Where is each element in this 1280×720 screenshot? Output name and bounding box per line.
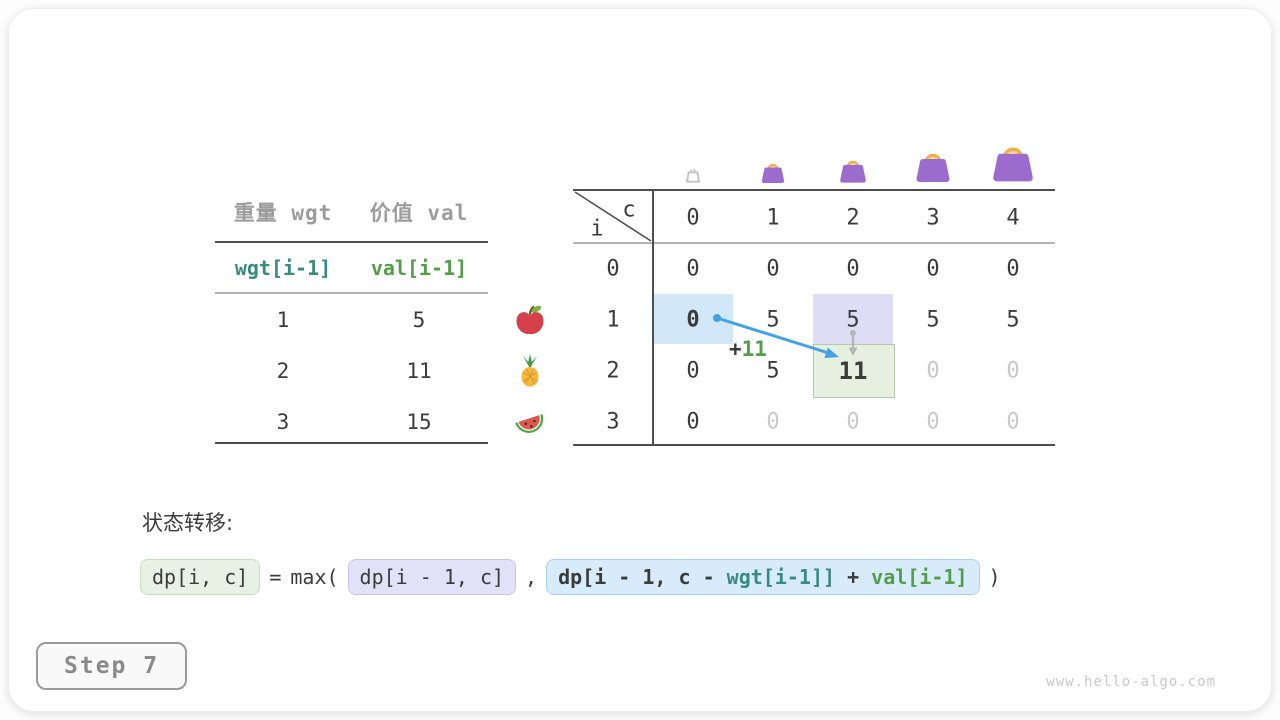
items-index-val: val[i-1] xyxy=(370,256,468,280)
transition-formula: dp[i, c] = max( dp[i - 1, c] , dp[i - 1,… xyxy=(140,559,1001,595)
dp-cell: 5 xyxy=(766,358,780,384)
formula-arg2-val: val[i-1] xyxy=(871,565,968,589)
step-badge: Step 7 xyxy=(36,642,188,690)
watermark: www.hello-algo.com xyxy=(1046,674,1216,690)
formula-max-open: max( xyxy=(290,565,339,589)
items-val-value: 11 xyxy=(406,359,432,383)
transition-label: 状态转移: xyxy=(142,511,234,535)
formula-lhs: dp[i, c] xyxy=(140,559,261,595)
formula-arg2-pre: dp[i - 1, c - xyxy=(558,565,727,589)
dp-row-header: 3 xyxy=(606,409,620,435)
dp-cell: 5 xyxy=(926,307,940,333)
pineapple-icon xyxy=(512,353,548,393)
dp-cell: 0 xyxy=(686,358,700,384)
apple-icon xyxy=(512,302,548,342)
formula-comma: , xyxy=(525,565,538,589)
dp-cell: 0 xyxy=(926,358,940,384)
dp-cell: 11 xyxy=(838,357,868,385)
formula-close-paren: ) xyxy=(988,565,1001,589)
dp-row-header: 2 xyxy=(606,358,620,384)
formula-arg2-wgt: wgt[i-1]] xyxy=(726,565,836,589)
dp-corner-row-label: i xyxy=(590,216,604,242)
dp-cell: 0 xyxy=(1006,409,1020,435)
dp-cell: 0 xyxy=(926,256,940,282)
annotation-value: 11 xyxy=(741,337,767,361)
watermelon-icon xyxy=(512,404,548,444)
dp-col-header: 0 xyxy=(686,205,700,231)
items-val-value: 15 xyxy=(406,410,432,434)
dp-col-header: 4 xyxy=(1006,205,1020,231)
dp-col-header: 3 xyxy=(926,205,940,231)
formula-arg2: dp[i - 1, c - wgt[i-1]] + val[i-1] xyxy=(546,559,980,595)
dp-cell: 0 xyxy=(766,256,780,282)
bag-icon xyxy=(838,154,869,189)
dp-corner-col-label: c xyxy=(622,197,636,223)
items-wgt-value: 3 xyxy=(276,410,290,434)
dp-cell: 0 xyxy=(1006,256,1020,282)
formula-equals: = xyxy=(269,565,282,589)
bag-empty-icon xyxy=(682,163,704,189)
items-col-header-value: 价值 val xyxy=(369,201,469,225)
dp-col-header: 2 xyxy=(846,205,860,231)
formula-arg1: dp[i - 1, c] xyxy=(347,559,517,595)
dp-row-header: 1 xyxy=(606,307,620,333)
dp-cell: 0 xyxy=(766,409,780,435)
dp-cell: 0 xyxy=(686,256,700,282)
items-wgt-value: 1 xyxy=(276,308,290,332)
dp-cell: 0 xyxy=(686,409,700,435)
formula-arg2-plus: + xyxy=(835,565,872,589)
dp-cell: 0 xyxy=(1006,358,1020,384)
items-index-wgt: wgt[i-1] xyxy=(234,256,332,280)
dp-cell: 0 xyxy=(846,409,860,435)
items-val-value: 5 xyxy=(412,308,426,332)
dp-cell: 5 xyxy=(766,307,780,333)
dp-row-header: 0 xyxy=(606,256,620,282)
dp-cell: 5 xyxy=(1006,307,1020,333)
dp-cell: 0 xyxy=(926,409,940,435)
dp-cell: 0 xyxy=(686,307,700,333)
dp-cell: 0 xyxy=(846,256,860,282)
dp-cell: 5 xyxy=(846,307,860,333)
items-col-header-weight: 重量 wgt xyxy=(233,201,333,225)
bag-icon xyxy=(989,137,1037,189)
dp-col-header: 1 xyxy=(766,205,780,231)
bag-icon xyxy=(913,145,953,189)
items-wgt-value: 2 xyxy=(276,359,290,383)
transition-annotation: +11 xyxy=(729,337,767,361)
bag-icon xyxy=(760,158,787,189)
